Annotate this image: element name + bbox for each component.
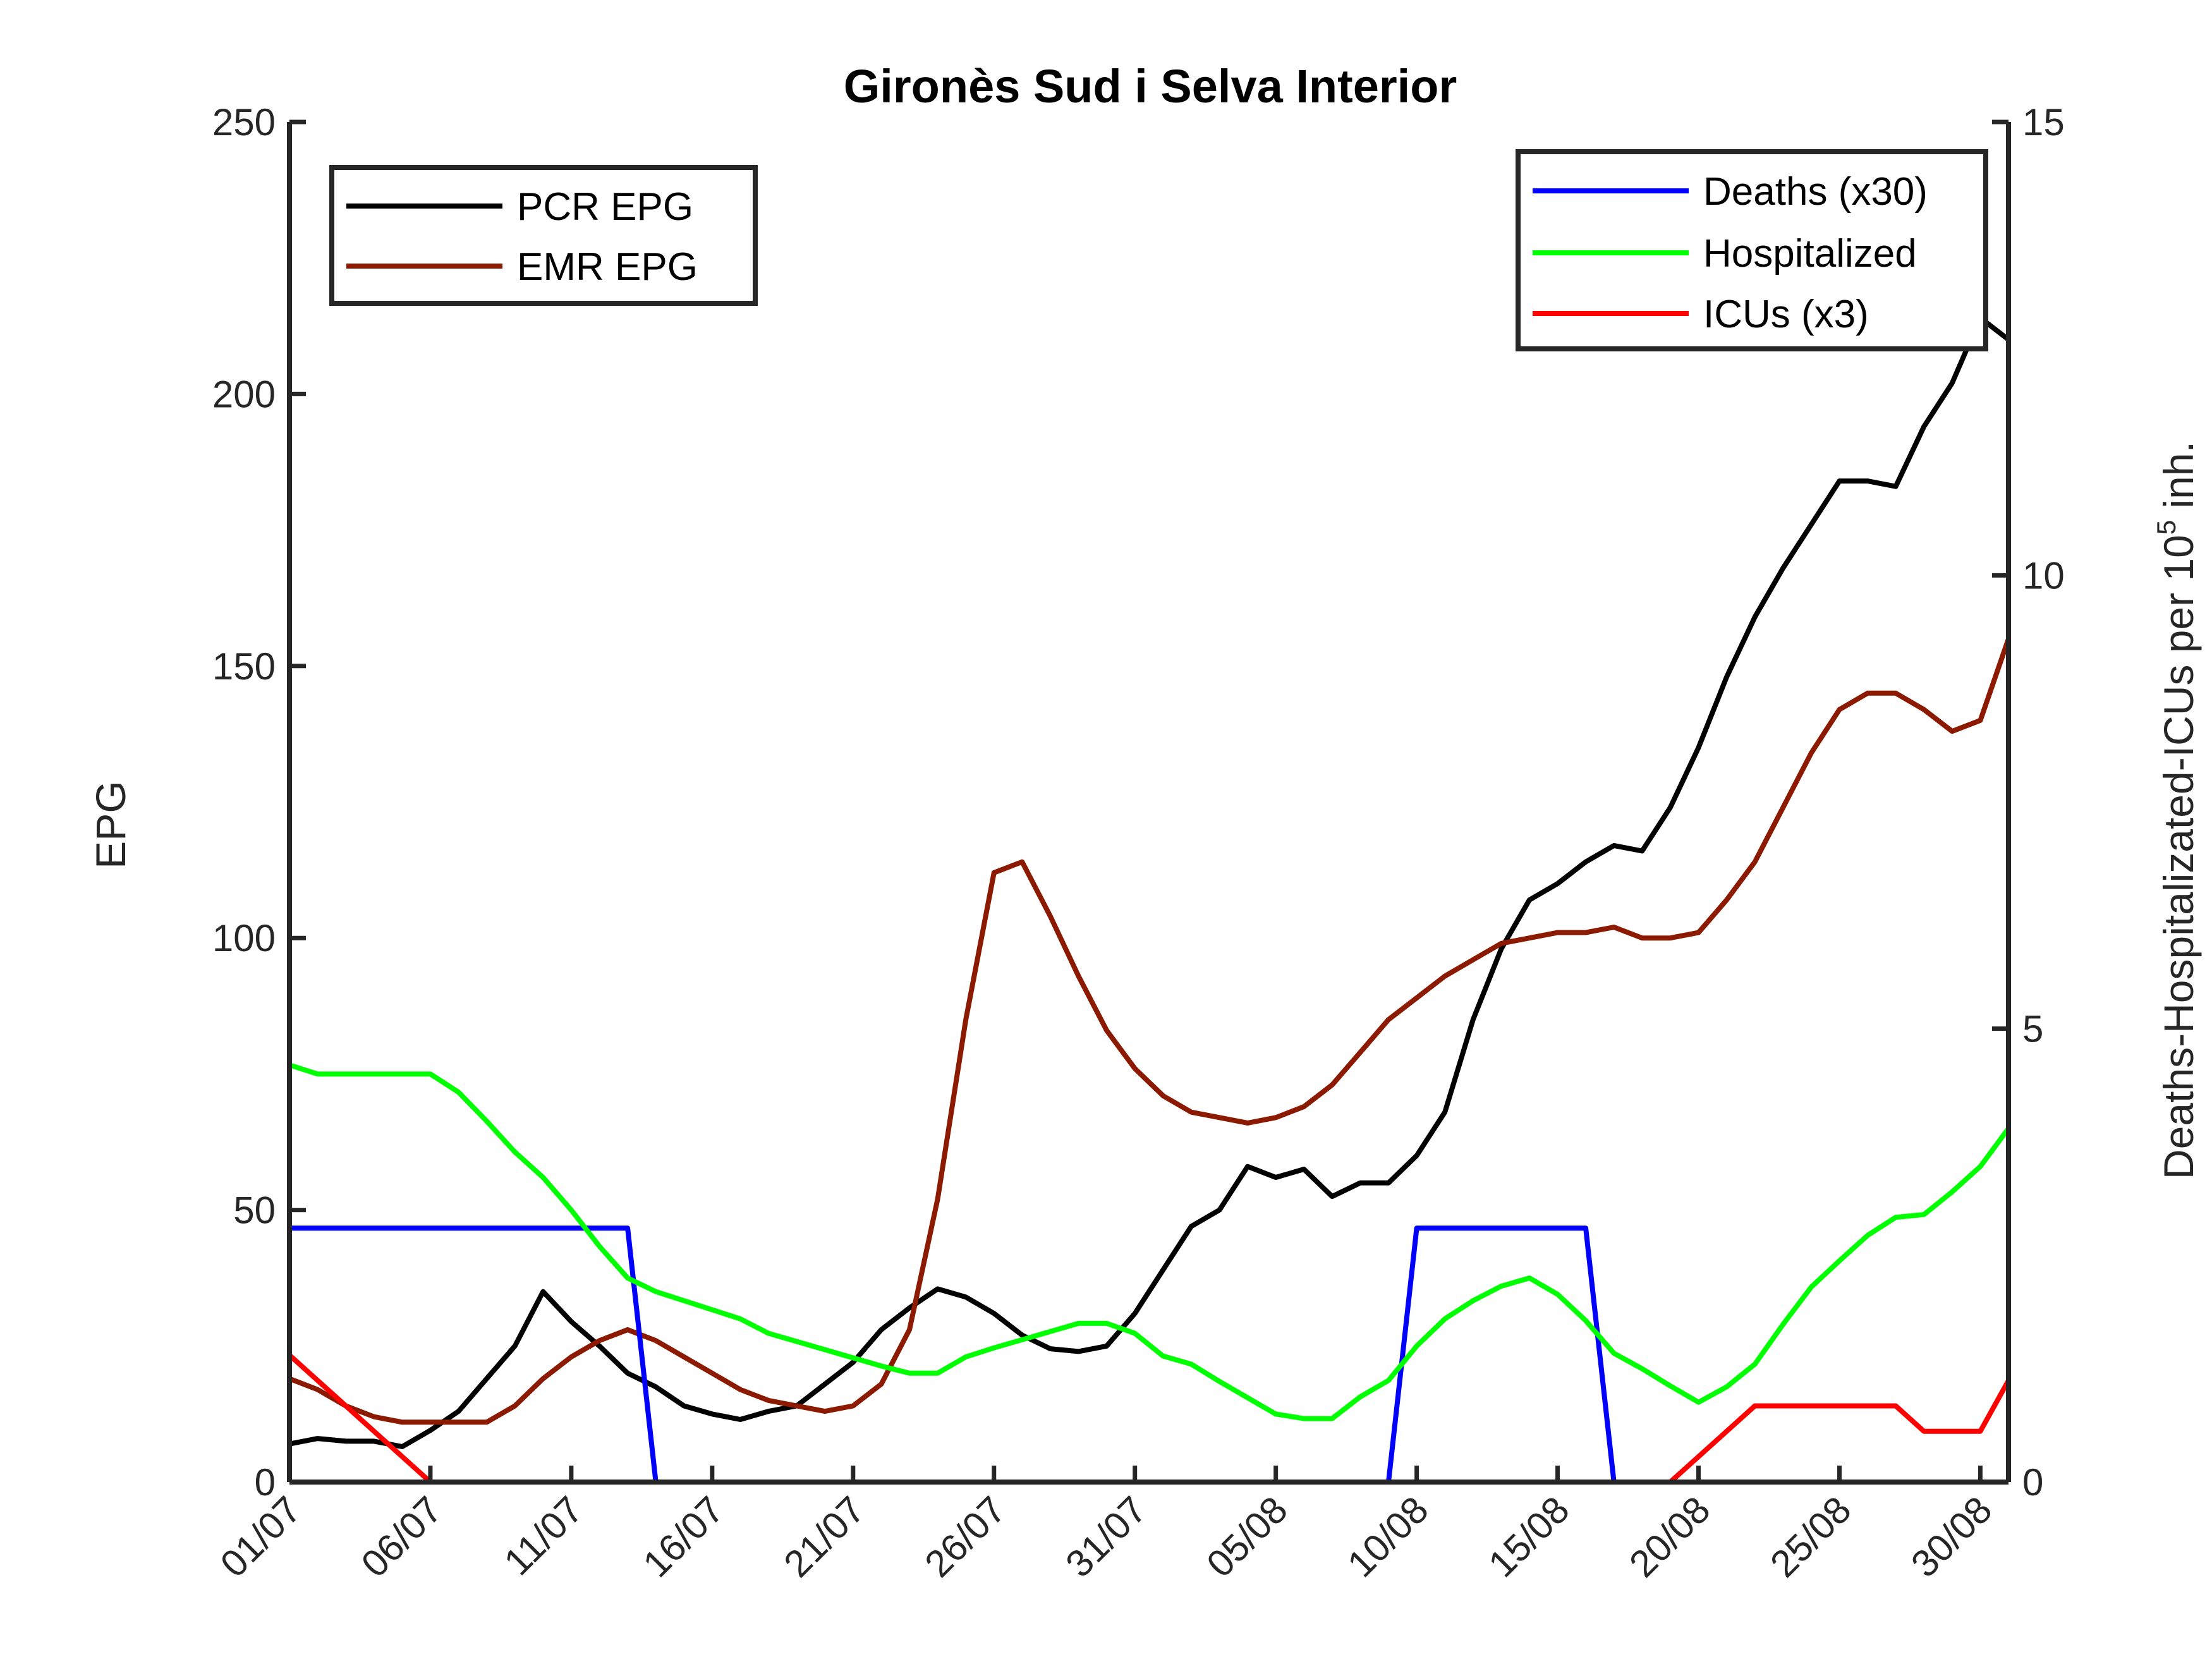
series-line-icus-x3 bbox=[289, 1353, 2008, 1482]
legend-right: Deaths (x30) Hospitalized ICUs (x3) bbox=[1516, 149, 1988, 351]
series-line-emr-epg bbox=[289, 638, 2008, 1425]
series-line-pcr-epg bbox=[289, 315, 2008, 1449]
legend-label-icus: ICUs (x3) bbox=[1703, 293, 1869, 336]
right-axis-title-prefix: Deaths-Hospitalizated-ICUs per 10 bbox=[2155, 535, 2202, 1179]
legend-label-deaths: Deaths (x30) bbox=[1703, 170, 1928, 214]
right-axis-title-suffix: inh. bbox=[2155, 441, 2202, 520]
y-left-tick-label: 100 bbox=[212, 917, 276, 959]
legend-left: PCR EPG EMR EPG bbox=[329, 165, 758, 306]
legend-label-hospitalized: Hospitalized bbox=[1703, 232, 1917, 276]
y-left-tick-label: 250 bbox=[212, 101, 276, 143]
series-line-hospitalized bbox=[289, 1062, 2008, 1421]
series-layer bbox=[289, 315, 2008, 1482]
y-right-tick-label: 0 bbox=[2022, 1461, 2043, 1504]
series-line-deaths-x30 bbox=[289, 1225, 2008, 1482]
legend-label-emr-epg: EMR EPG bbox=[517, 245, 698, 289]
y-right-tick-label: 15 bbox=[2022, 101, 2065, 143]
y-right-tick-label: 10 bbox=[2022, 554, 2065, 597]
right-axis-title-superscript: 5 bbox=[2151, 520, 2181, 535]
right-axis-title: Deaths-Hospitalizated-ICUs per 105 inh. bbox=[2151, 441, 2202, 1179]
y-left-tick-label: 50 bbox=[233, 1189, 276, 1232]
y-left-tick-label: 200 bbox=[212, 373, 276, 415]
chart-title: Gironès Sud i Selva Interior bbox=[844, 60, 1457, 112]
y-left-tick-label: 0 bbox=[255, 1461, 276, 1504]
y-left-tick-label: 150 bbox=[212, 645, 276, 688]
y-right-tick-label: 5 bbox=[2022, 1008, 2043, 1050]
legend-label-pcr-epg: PCR EPG bbox=[517, 185, 693, 229]
left-axis-title: EPG bbox=[87, 781, 134, 868]
legend-left-box bbox=[329, 165, 758, 306]
